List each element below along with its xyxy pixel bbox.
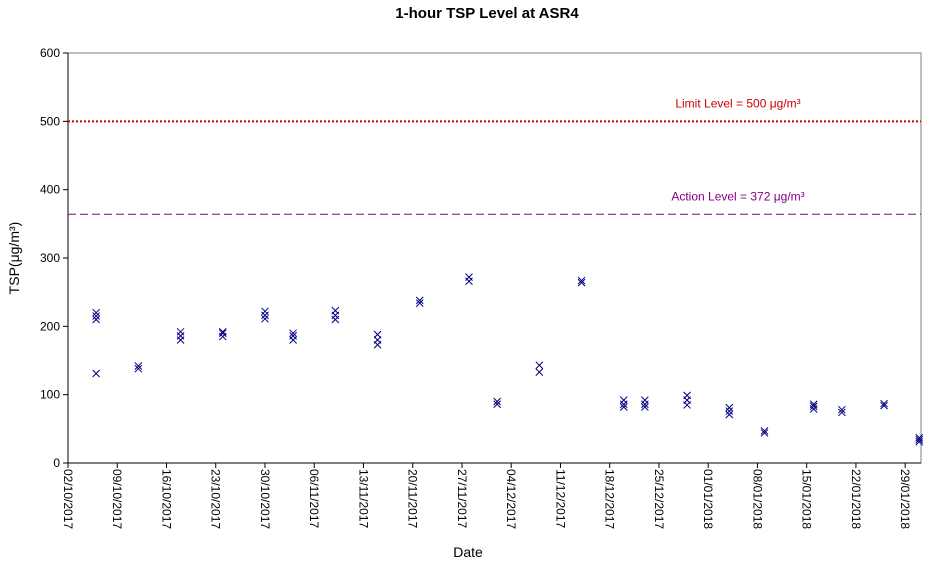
data-point [493,397,501,406]
reference-lines: Limit Level = 500 μg/m³ Action Level = 37… [68,96,921,215]
data-point [725,410,734,419]
y-axis-label: TSP(μg/m³) [6,222,22,295]
data-point [415,296,424,305]
data-point [289,329,297,338]
data-point [760,427,769,435]
y-tick-label: 100 [40,388,60,402]
data-point [535,361,544,370]
data-point [880,399,888,408]
data-point [493,400,501,409]
x-tick-label: 06/11/2017 [307,469,321,528]
data-point [809,402,818,411]
x-tick-label: 08/01/2018 [750,469,764,529]
data-point [577,278,586,287]
x-tick-label: 09/10/2017 [110,469,124,529]
x-tick-label: 23/10/2017 [209,469,223,529]
x-axis: 02/10/2017 09/10/2017 16/10/2017 23/10/2017… [61,462,921,529]
x-tick-label: 16/10/2017 [159,469,173,529]
data-point [725,403,734,412]
data-point [373,336,382,344]
data-point [838,405,846,414]
data-point [577,276,586,285]
data-points [92,273,924,446]
data-point [465,273,473,281]
y-tick-label: 300 [40,251,60,265]
y-tick-label: 400 [40,183,60,197]
y-tick-label: 500 [40,114,60,128]
action-level-label: Action Level = 372 μg/m³ [671,189,804,203]
data-point [92,315,100,324]
data-point [641,403,649,411]
x-tick-label: 29/01/2018 [898,469,912,529]
x-tick-label: 30/10/2017 [258,469,272,529]
data-point [535,368,544,376]
data-point [915,433,924,442]
data-point [683,391,691,400]
x-tick-label: 25/12/2017 [652,469,666,529]
data-point [641,396,649,404]
y-tick-label: 600 [40,46,60,60]
x-tick-label: 18/12/2017 [603,469,617,529]
data-point [176,327,185,336]
x-tick-label: 02/10/2017 [61,469,75,529]
data-point [261,314,269,323]
data-point [760,429,769,437]
plot-area-frame [67,52,922,464]
data-point [218,327,227,336]
data-point [134,362,143,370]
data-point [261,307,269,316]
data-point [619,396,628,404]
data-point [289,332,297,340]
data-point [880,401,888,410]
x-tick-label: 20/11/2017 [406,469,420,528]
x-tick-label: 15/01/2018 [800,469,814,529]
x-tick-label: 01/01/2018 [701,469,715,529]
data-point [838,408,846,417]
data-point [218,329,227,338]
data-point [331,306,340,315]
x-axis-label: Date [453,544,483,560]
y-tick-label: 200 [40,319,60,333]
x-tick-label: 04/12/2017 [504,469,518,529]
data-point [619,403,628,411]
data-point [134,364,143,373]
data-point [915,435,924,444]
x-tick-label: 11/12/2017 [553,469,567,528]
data-point [809,400,818,409]
x-tick-label: 13/11/2017 [356,469,370,528]
data-point [725,407,734,415]
y-tick-label: 0 [53,456,60,470]
data-point [92,308,100,317]
limit-level-label: Limit Level = 500 μg/m³ [675,96,800,110]
data-point [373,330,382,339]
y-axis: 0 100 200 300 400 500 600 [40,46,69,470]
data-point [92,312,100,320]
x-tick-label: 22/01/2018 [849,469,863,529]
data-point [415,299,424,307]
data-point [92,369,100,378]
x-tick-label: 27/11/2017 [455,469,469,528]
chart-title: 1-hour TSP Level at ASR4 [395,5,579,22]
